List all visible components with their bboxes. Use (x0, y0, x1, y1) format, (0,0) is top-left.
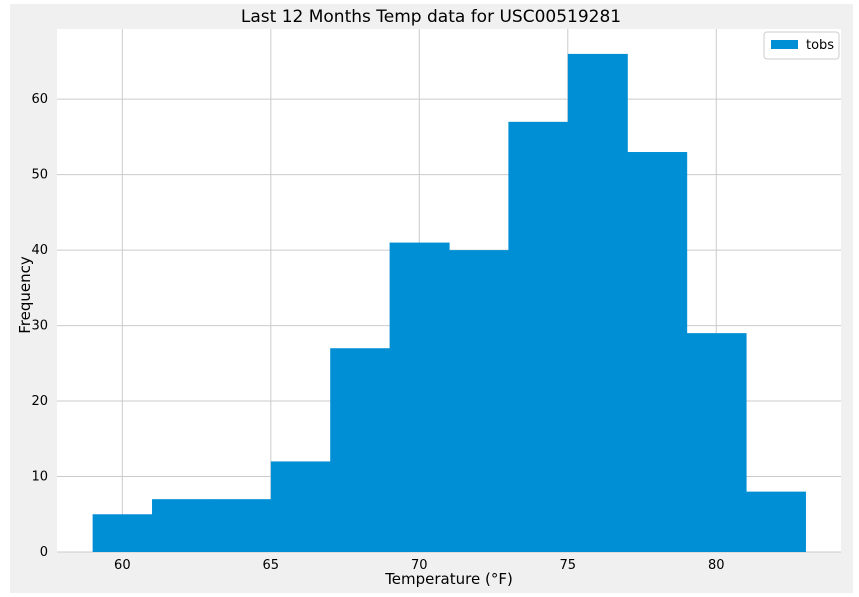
histogram-bar (745, 491, 806, 552)
y-tick-label: 0 (40, 545, 48, 560)
x-tick-label: 70 (411, 558, 428, 573)
histogram-chart: 60 65 70 75 80 0 10 20 30 40 50 60 Last 12 Months … (16, 7, 841, 588)
y-tick-label: 30 (31, 319, 48, 334)
histogram-bar (92, 514, 153, 552)
histogram-bar (389, 242, 450, 552)
histogram-bar (567, 53, 628, 553)
legend-label-tobs: tobs (806, 38, 834, 53)
histogram-bar (211, 499, 272, 552)
y-axis-title: Frequency (16, 256, 34, 334)
legend-swatch-tobs (771, 40, 798, 49)
x-tick-labels: 60 65 70 75 80 (114, 558, 724, 573)
x-axis-title: Temperature (°F) (384, 570, 513, 588)
x-tick-label: 60 (114, 558, 131, 573)
y-tick-label: 20 (31, 394, 48, 409)
legend: tobs (763, 31, 840, 60)
histogram-bar (686, 333, 747, 552)
x-tick-label: 80 (708, 558, 725, 573)
histogram-bar (330, 348, 391, 552)
histogram-bars (92, 53, 806, 553)
x-tick-label: 75 (560, 558, 577, 573)
histogram-bar (152, 499, 213, 552)
chart-figure: 60 65 70 75 80 0 10 20 30 40 50 60 Last 12 Months … (10, 4, 853, 593)
y-tick-labels: 0 10 20 30 40 50 60 (31, 92, 48, 560)
y-tick-label: 10 (31, 470, 48, 485)
legend-box (763, 31, 840, 60)
y-tick-label: 50 (31, 168, 48, 183)
histogram-bar (508, 121, 569, 552)
histogram-bar (270, 461, 331, 552)
histogram-bar (627, 152, 688, 552)
chart-title: Last 12 Months Temp data for USC00519281 (241, 7, 621, 27)
y-tick-label: 60 (31, 92, 48, 107)
x-tick-label: 65 (263, 558, 280, 573)
histogram-bar (449, 250, 509, 553)
y-tick-label: 40 (31, 243, 48, 258)
